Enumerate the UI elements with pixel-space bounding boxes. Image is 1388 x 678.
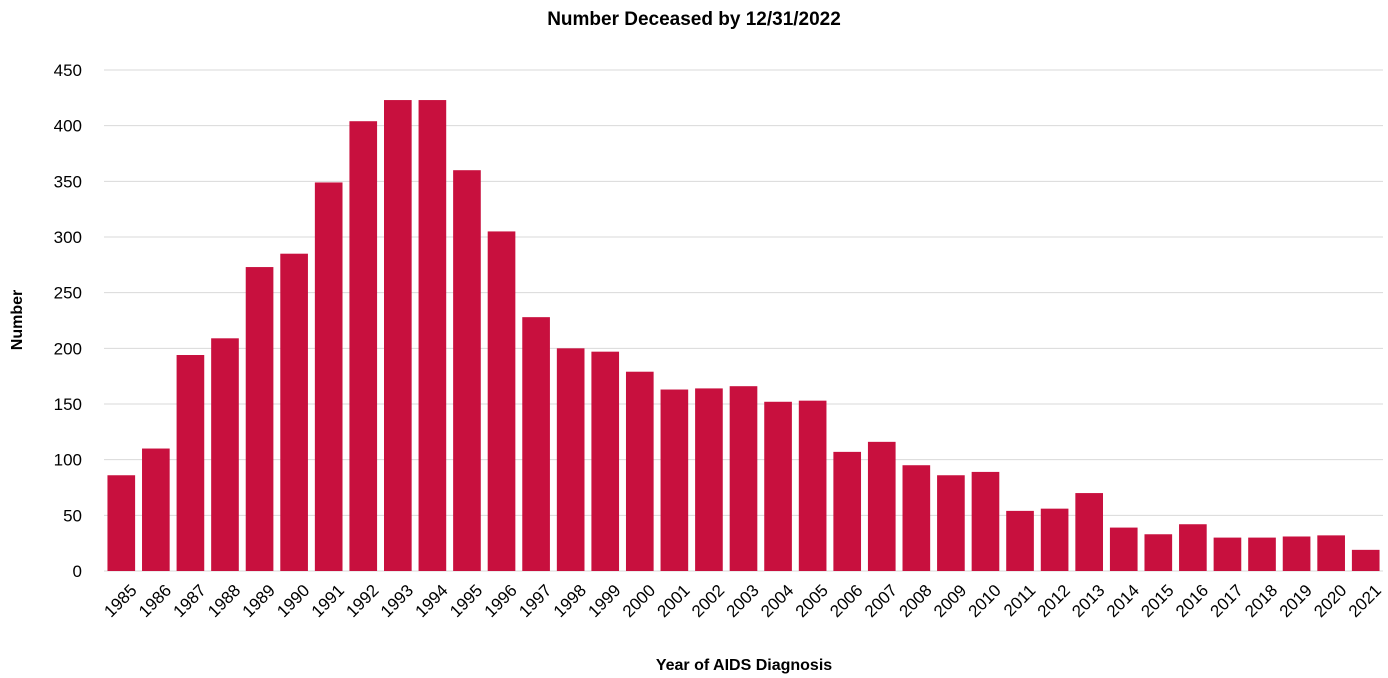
x-tick-label: 1988 [204, 581, 244, 621]
bar-1996 [487, 231, 516, 571]
bar-2012 [1040, 508, 1069, 571]
x-tick-label: 1994 [412, 581, 452, 621]
bar-2006 [833, 451, 862, 571]
x-tick-label: 2003 [723, 581, 763, 621]
x-tick-label: 2000 [619, 581, 659, 621]
x-tick-label: 2013 [1068, 581, 1108, 621]
x-tick-label: 2006 [826, 581, 866, 621]
x-tick-label: 2004 [757, 581, 797, 621]
x-tick-label: 1991 [308, 581, 348, 621]
bar-2007 [867, 441, 896, 571]
bar-2010 [971, 471, 1000, 571]
bar-2002 [695, 388, 723, 571]
bar-2017 [1213, 537, 1242, 571]
x-tick-label: 2017 [1207, 581, 1247, 621]
bar-2015 [1144, 534, 1173, 571]
x-tick-label: 2005 [792, 581, 832, 621]
x-tick-label: 1992 [342, 581, 382, 621]
bar-2001 [660, 389, 689, 571]
bar-1994 [418, 100, 447, 571]
bar-1990 [280, 253, 308, 571]
bar-1995 [453, 170, 481, 571]
bar-2004 [764, 401, 792, 571]
x-tick-label: 2016 [1172, 581, 1212, 621]
bar-2000 [625, 371, 654, 571]
y-tick-label: 350 [54, 172, 82, 191]
x-tick-label: 1997 [515, 581, 555, 621]
y-tick-label: 400 [54, 117, 82, 136]
x-tick-label: 2019 [1276, 581, 1316, 621]
x-tick-label: 1987 [170, 581, 210, 621]
bar-1991 [314, 182, 343, 571]
bars [107, 100, 1380, 572]
x-tick-label: 2018 [1241, 581, 1281, 621]
bar-1986 [142, 448, 170, 571]
bar-1989 [245, 267, 274, 571]
x-tick-label: 2014 [1103, 581, 1143, 621]
y-tick-label: 250 [54, 284, 82, 303]
bar-2019 [1282, 536, 1311, 571]
x-tick-label: 2021 [1345, 581, 1385, 621]
bar-1999 [591, 351, 620, 571]
bar-2016 [1179, 524, 1207, 571]
bar-1987 [176, 355, 205, 571]
x-tick-label: 2001 [653, 581, 693, 621]
x-tick-label: 1989 [239, 581, 279, 621]
x-tick-label: 2009 [930, 581, 970, 621]
bar-2020 [1317, 535, 1345, 571]
y-tick-label: 450 [54, 61, 82, 80]
bar-2008 [902, 465, 931, 571]
y-tick-label: 100 [54, 451, 82, 470]
x-axis-ticks: 1985198619871988198919901991199219931994… [100, 581, 1385, 621]
x-tick-label: 2007 [861, 581, 901, 621]
bar-2005 [798, 400, 827, 571]
x-tick-label: 1985 [100, 581, 140, 621]
x-axis-title: Year of AIDS Diagnosis [656, 657, 832, 674]
y-axis-ticks: 0 50 100 150 200 250 300 350 400 450 [54, 61, 82, 581]
y-tick-label: 150 [54, 395, 82, 414]
x-tick-label: 1996 [481, 581, 521, 621]
bar-2009 [937, 475, 965, 571]
bar-1985 [107, 475, 136, 571]
bar-2018 [1248, 537, 1276, 571]
bar-2003 [729, 386, 758, 571]
x-tick-label: 2011 [1000, 581, 1039, 620]
bar-1992 [349, 121, 378, 572]
x-tick-label: 1995 [446, 581, 486, 621]
x-tick-label: 2002 [688, 581, 728, 621]
bar-2014 [1109, 527, 1138, 571]
y-tick-label: 50 [63, 506, 82, 525]
x-tick-label: 1990 [273, 581, 313, 621]
x-tick-label: 2015 [1137, 581, 1177, 621]
bar-1998 [556, 348, 585, 571]
chart-title: Number Deceased by 12/31/2022 [547, 9, 841, 30]
x-tick-label: 2020 [1310, 581, 1350, 621]
bar-1988 [211, 338, 239, 571]
y-tick-label: 200 [54, 339, 82, 358]
x-tick-label: 1999 [584, 581, 624, 621]
bar-2021 [1351, 549, 1380, 571]
bar-2011 [1006, 510, 1034, 571]
x-tick-label: 1986 [135, 581, 175, 621]
x-tick-label: 2010 [965, 581, 1005, 621]
x-tick-label: 2012 [1034, 581, 1074, 621]
y-axis-title: Number [9, 290, 26, 350]
y-tick-label: 0 [73, 562, 82, 581]
x-tick-label: 2008 [895, 581, 935, 621]
y-tick-label: 300 [54, 228, 82, 247]
x-tick-label: 1998 [550, 581, 590, 621]
x-tick-label: 1993 [377, 581, 417, 621]
bar-1997 [522, 317, 550, 571]
bar-2013 [1075, 493, 1103, 571]
bar-1993 [384, 100, 412, 571]
